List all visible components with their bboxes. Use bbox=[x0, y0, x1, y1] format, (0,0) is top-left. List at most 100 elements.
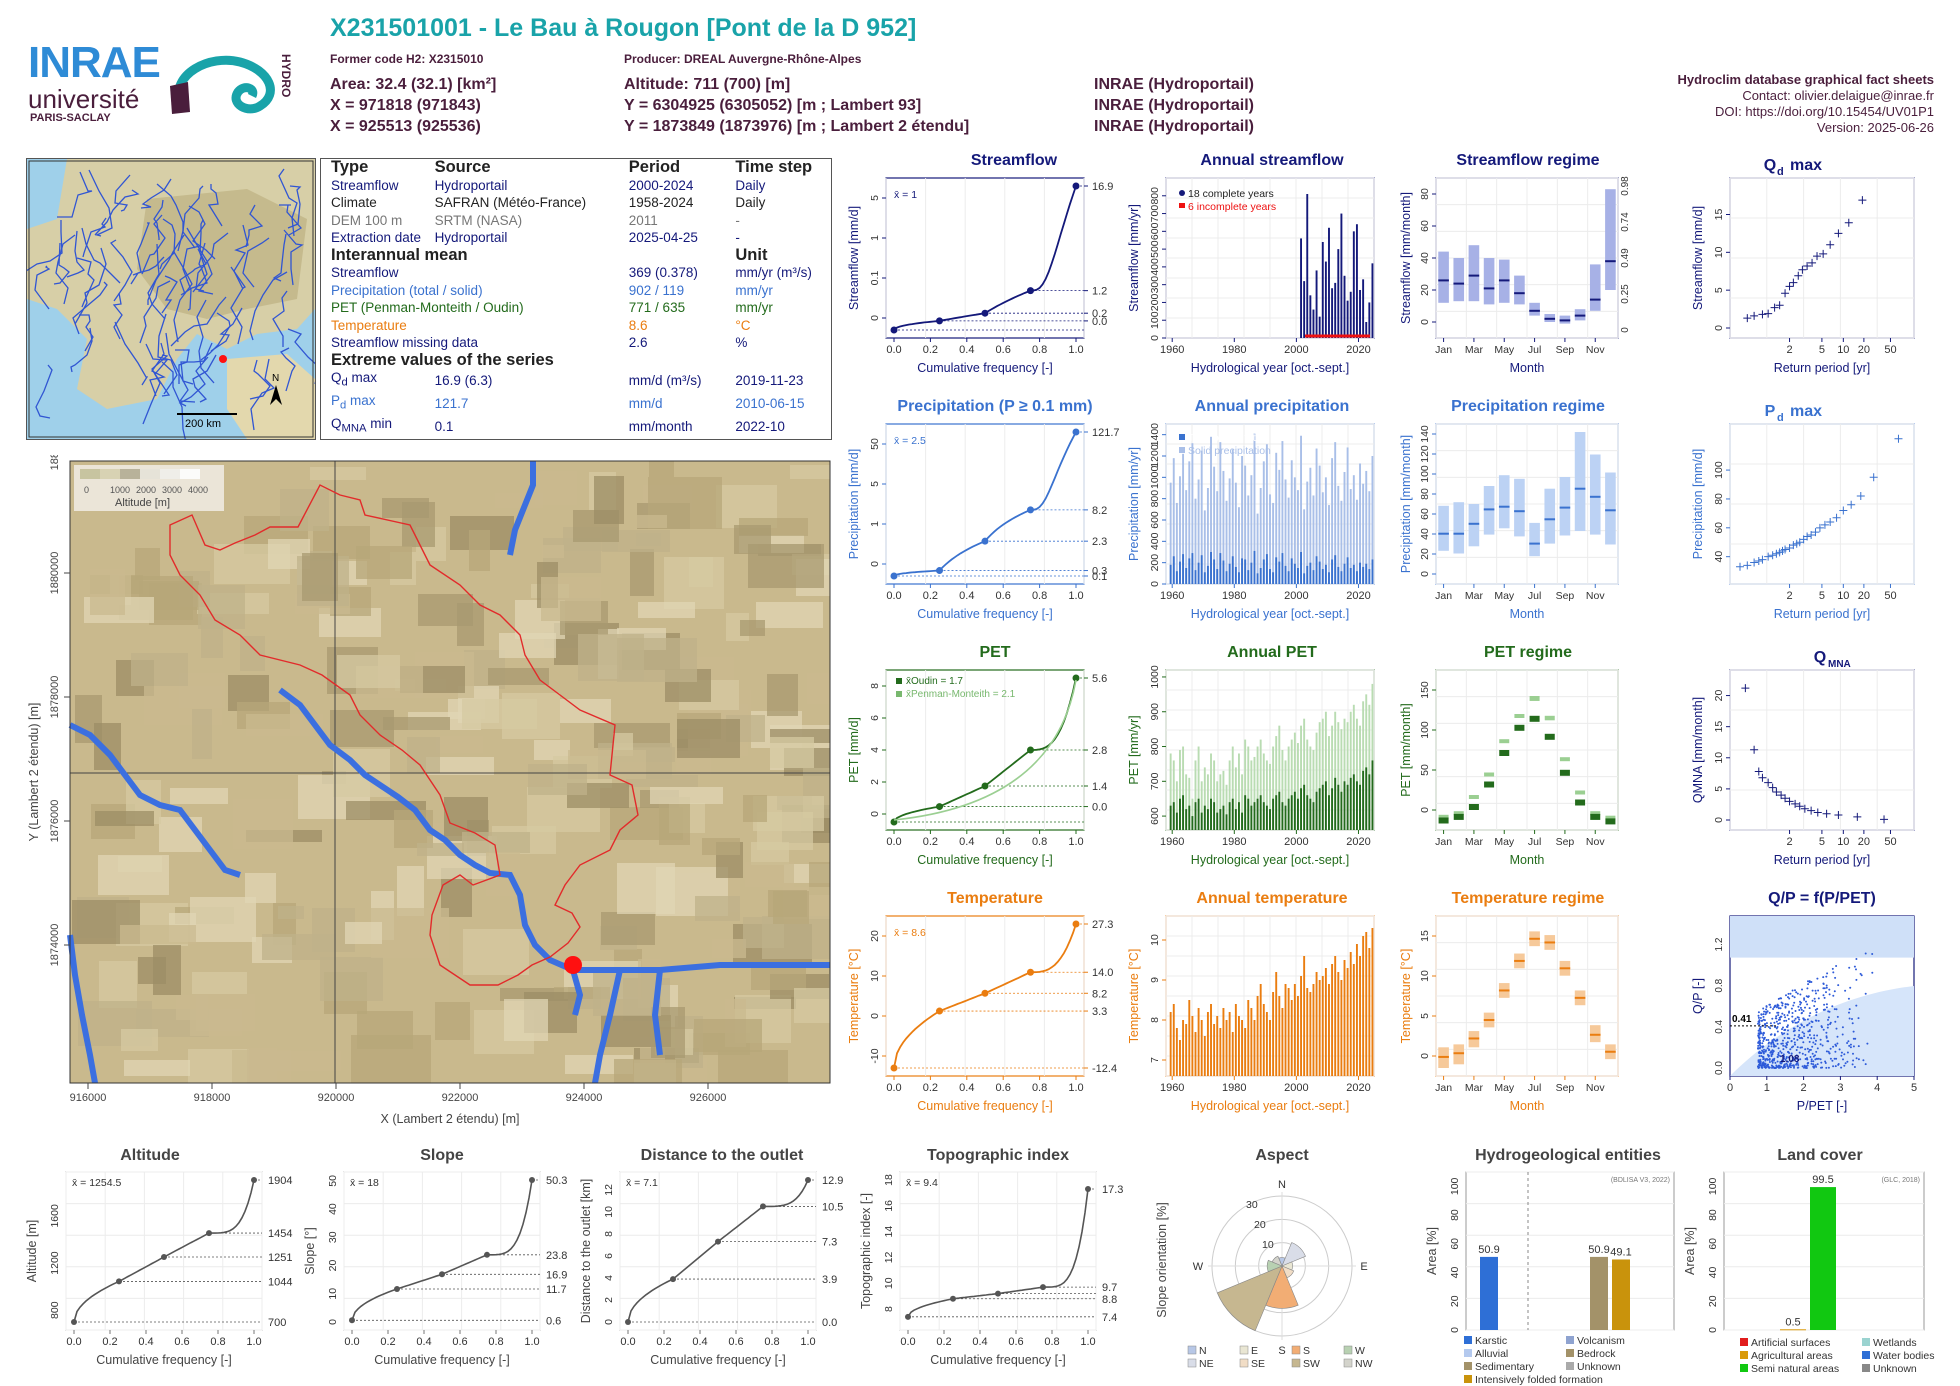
qmna-title-sub: MNA bbox=[1828, 659, 1851, 670]
qp-point bbox=[1808, 1040, 1811, 1043]
bar-b bbox=[1191, 1016, 1194, 1076]
relief-patch bbox=[756, 602, 823, 628]
x-tick-label: 1960 bbox=[1160, 836, 1184, 848]
annual_streamflow-ylabel: Streamflow [mm/yr] bbox=[1127, 204, 1141, 312]
y-tick-label: 1600 bbox=[49, 1204, 61, 1228]
qp-point bbox=[1787, 996, 1789, 999]
slope_cdf-xlabel: Cumulative frequency [-] bbox=[374, 1353, 509, 1367]
hydro-bar bbox=[1480, 1256, 1498, 1330]
x-tick-label: 2020 bbox=[1346, 590, 1370, 602]
y-tick-label: -10 bbox=[869, 1048, 881, 1063]
y-tick-label: 0 bbox=[869, 561, 881, 567]
river-line bbox=[272, 290, 288, 347]
relief-patch bbox=[790, 465, 830, 479]
y-tick-label: 5 bbox=[1419, 1013, 1431, 1019]
altitude_cdf-ylabel: Altitude [m] bbox=[25, 1220, 39, 1283]
x-tick-label: 2 bbox=[1786, 590, 1792, 602]
x-tick-label: 0.6 bbox=[728, 1336, 743, 1348]
bar-b bbox=[1194, 1032, 1197, 1076]
river-line bbox=[149, 342, 166, 397]
qp-point bbox=[1802, 1010, 1805, 1012]
bar-b bbox=[1244, 1028, 1247, 1076]
river-line bbox=[88, 169, 113, 237]
bar-b bbox=[1203, 572, 1206, 584]
pet-pm-box bbox=[1529, 696, 1540, 701]
bar-b bbox=[1321, 242, 1324, 338]
x-tick-label: Nov bbox=[1586, 836, 1605, 848]
x-tick-label: 0.0 bbox=[66, 1336, 81, 1348]
direction-label: S bbox=[1278, 1345, 1285, 1357]
bar-b bbox=[1179, 798, 1181, 830]
bar-b bbox=[1197, 1008, 1200, 1076]
direction-label: E bbox=[1360, 1261, 1367, 1273]
qp-point bbox=[1799, 1037, 1801, 1040]
annual_pet-title: Annual PET bbox=[1227, 644, 1317, 661]
qp-point bbox=[1771, 1061, 1774, 1064]
qp-point bbox=[1773, 1057, 1776, 1060]
qp-point bbox=[1817, 997, 1820, 1000]
bar-b bbox=[1259, 795, 1262, 830]
qp-point bbox=[1786, 1003, 1789, 1006]
bar-b bbox=[1368, 569, 1371, 584]
table-cell: 2019-11-23 bbox=[735, 372, 804, 388]
universite-logo-text: université bbox=[28, 84, 140, 114]
y-tick-label: 120 bbox=[1419, 445, 1431, 463]
y-tick-label: 60 bbox=[1713, 522, 1725, 534]
y-tick-label: 5 bbox=[1713, 287, 1725, 293]
qp-point bbox=[1864, 952, 1867, 955]
qp-point bbox=[1798, 1029, 1801, 1032]
bar-b bbox=[1256, 573, 1259, 584]
regime-box bbox=[1559, 477, 1571, 536]
qp-point bbox=[1831, 967, 1834, 970]
extreme-heading: Extreme values of the series bbox=[331, 350, 554, 369]
pd-max-title: P bbox=[1765, 403, 1776, 420]
streamflow_fdc-xlabel: Cumulative frequency [-] bbox=[917, 361, 1052, 375]
river-line bbox=[245, 204, 264, 248]
qp-point bbox=[1784, 1045, 1787, 1048]
bar-b bbox=[1284, 565, 1287, 584]
bar-b bbox=[1275, 795, 1278, 830]
y-tick-label: 50 bbox=[869, 438, 881, 450]
y-tick-label: 0 bbox=[1419, 319, 1431, 325]
qp-point bbox=[1781, 1004, 1784, 1007]
bar-b bbox=[1359, 290, 1361, 338]
mean-label: x̄ = 1 bbox=[894, 189, 917, 201]
qp-point bbox=[1777, 997, 1780, 1000]
qp-point bbox=[1796, 1016, 1799, 1019]
qd-max-title: Q bbox=[1764, 157, 1776, 174]
qp-point bbox=[1776, 1055, 1779, 1058]
table-cell: PET (Penman-Monteith / Oudin) bbox=[331, 300, 524, 315]
bar-b bbox=[1256, 996, 1259, 1076]
bar-b bbox=[1343, 563, 1346, 584]
streamflow_regime-xlabel: Month bbox=[1510, 361, 1545, 375]
x-tick-label: Jan bbox=[1435, 344, 1452, 356]
qp-point bbox=[1851, 1018, 1853, 1020]
bar-b bbox=[1197, 562, 1200, 584]
qp-point bbox=[1834, 1065, 1837, 1068]
qd-max-title-suffix: max bbox=[1790, 157, 1822, 174]
river-line bbox=[141, 214, 166, 275]
qp-point bbox=[1822, 987, 1825, 990]
extreme-suffix: max bbox=[347, 370, 378, 385]
col-source: Source bbox=[434, 158, 491, 176]
bar-b bbox=[1222, 560, 1225, 584]
qp-point bbox=[1814, 1000, 1817, 1003]
x-tick-label: 1980 bbox=[1222, 836, 1246, 848]
annual_precip-ylabel: Precipitation [mm/yr] bbox=[1127, 447, 1141, 561]
right-tick-label: 3.9 bbox=[822, 1274, 837, 1286]
bar-b bbox=[1290, 1000, 1293, 1076]
qp-point bbox=[1805, 1065, 1808, 1068]
bar-b bbox=[1278, 561, 1281, 584]
qp-point bbox=[1815, 1011, 1818, 1014]
slope_cdf-frame bbox=[343, 1171, 541, 1331]
bar-a bbox=[1328, 505, 1330, 584]
bar-b bbox=[1225, 571, 1228, 584]
qp-point bbox=[1864, 1063, 1867, 1066]
y-tick-label: 800 bbox=[1149, 187, 1161, 205]
qp-point bbox=[1812, 1041, 1815, 1044]
x-tick-label: Jul bbox=[1528, 836, 1541, 848]
bar-b bbox=[1334, 555, 1337, 584]
table-cell: 771 / 635 bbox=[628, 300, 686, 315]
qp-point bbox=[1798, 1009, 1801, 1011]
river-line bbox=[147, 243, 166, 320]
